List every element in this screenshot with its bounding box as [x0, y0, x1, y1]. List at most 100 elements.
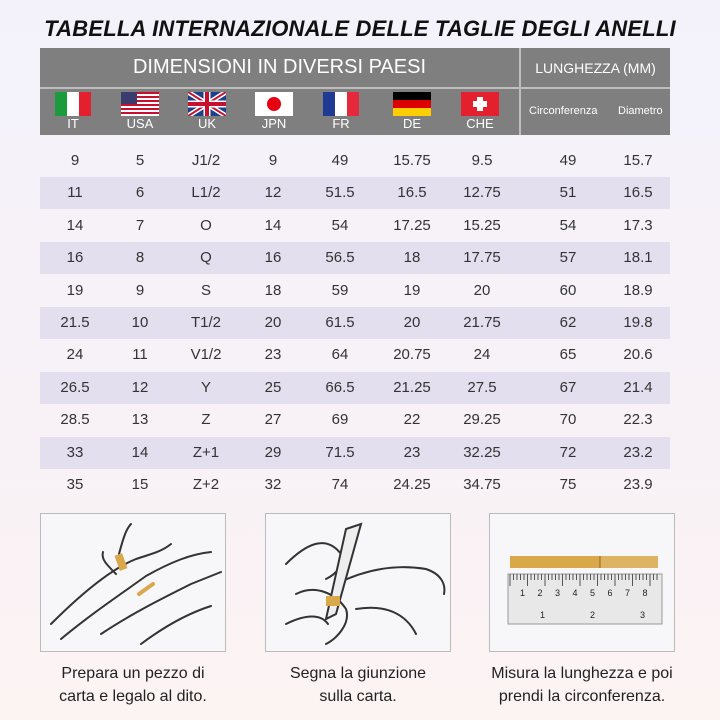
country-jpn: JPN [254, 92, 294, 134]
caption-line: Misura la lunghezza e poi [491, 665, 673, 682]
cell-it: 14 [66, 216, 84, 234]
cell-jpn: 27 [264, 411, 282, 429]
ruler-number: 1 [540, 610, 545, 620]
cell-jpn: 25 [264, 378, 282, 396]
cell-uk: Z+1 [192, 443, 220, 461]
cell-uk: Q [200, 249, 212, 267]
cell-de: 23 [403, 443, 421, 461]
ruler-number: 5 [590, 588, 595, 598]
cell-jpn: 14 [264, 216, 282, 234]
cell-uk: Y [200, 378, 211, 396]
cell-jpn: 9 [268, 152, 278, 169]
table-row: 28.5 13 Z 27 69 22 29.25 70 22.3 [40, 404, 670, 436]
cell-fr: 69 [331, 411, 349, 429]
ruler-number: 7 [625, 588, 630, 598]
cell-usa: 10 [131, 314, 149, 331]
cell-usa: 11 [132, 346, 148, 364]
cell-fr: 74 [331, 476, 349, 493]
cell-uk: V1/2 [190, 346, 222, 364]
ruler-number: 4 [573, 588, 578, 598]
cell-de: 20 [403, 314, 421, 331]
cell-de: 18 [403, 249, 421, 267]
cell-diameter: 16.5 [623, 184, 653, 202]
germany-flag-icon [393, 92, 431, 116]
cell-jpn: 29 [264, 443, 282, 461]
country-code: FR [332, 116, 350, 131]
cell-jpn: 16 [264, 249, 282, 267]
cell-diameter: 18.1 [623, 249, 653, 267]
cell-diameter: 21.4 [623, 378, 653, 396]
cell-circumference: 75 [559, 476, 577, 493]
cell-usa: 9 [135, 281, 145, 299]
ruler-number: 3 [640, 610, 645, 620]
step-3-illustration: 1 2 3 4 5 6 7 8 1 2 3 [489, 513, 675, 652]
hand-with-paper-icon [50, 523, 222, 645]
divider [40, 87, 670, 89]
cell-che: 29.25 [463, 411, 501, 429]
cell-uk: S [200, 281, 211, 299]
cell-diameter: 23.2 [623, 443, 653, 461]
country-it: IT [53, 92, 93, 134]
cell-circumference: 72 [559, 443, 577, 461]
cell-usa: 5 [135, 152, 145, 169]
cell-it: 26.5 [60, 378, 90, 396]
cell-usa: 15 [131, 476, 149, 493]
hand-marking-icon [285, 522, 446, 645]
table-row: 26.5 12 Y 25 66.5 21.25 27.5 67 21.4 [40, 371, 670, 404]
cell-de: 19 [403, 281, 421, 299]
table-row: 14 7 O 14 54 17.25 15.25 54 17.3 [40, 210, 670, 242]
country-code: IT [67, 116, 79, 131]
cell-uk: Z+2 [192, 476, 220, 493]
cell-uk: L1/2 [191, 184, 221, 202]
cell-jpn: 20 [264, 314, 282, 331]
cell-de: 20.75 [393, 346, 431, 364]
ruler-number: 8 [643, 588, 648, 598]
country-code: DE [402, 116, 422, 131]
cell-uk: J1/2 [191, 152, 221, 169]
cell-usa: 7 [135, 216, 145, 234]
cell-fr: 54 [331, 216, 349, 234]
cell-che: 24 [473, 346, 491, 364]
cell-circumference: 62 [559, 314, 577, 331]
step-3-caption: Misura la lunghezza e poi prendi la circo… [462, 662, 702, 708]
cell-de: 21.25 [393, 378, 431, 396]
caption-line: Segna la giunzione [289, 665, 427, 682]
cell-uk: T1/2 [190, 314, 221, 331]
country-code: CHE [466, 116, 494, 131]
cell-uk: O [200, 216, 212, 234]
diameter-heading: Diametro [618, 105, 663, 117]
step-1-illustration [40, 513, 226, 652]
cell-che: 9.5 [471, 152, 493, 169]
cell-usa: 8 [135, 249, 145, 267]
cell-circumference: 65 [559, 346, 577, 364]
cell-fr: 61.5 [325, 314, 355, 331]
cell-it: 21.5 [60, 314, 90, 331]
caption-line: prendi la circonferenza. [498, 688, 666, 705]
countries-heading: DIMENSIONI IN DIVERSI PAESI [132, 56, 427, 78]
country-uk: UK [187, 92, 227, 134]
ruler-number: 6 [608, 588, 613, 598]
table-row: 21.5 10 T1/2 20 61.5 20 21.75 62 19.8 [40, 307, 670, 339]
cell-circumference: 49 [559, 152, 577, 169]
cell-it: 35 [66, 476, 84, 493]
cell-diameter: 20.6 [623, 346, 653, 364]
cell-circumference: 54 [559, 216, 577, 234]
cell-it: 24 [66, 346, 84, 364]
cell-che: 32.25 [463, 443, 501, 461]
cell-che: 20 [473, 281, 491, 299]
ruler-number: 2 [538, 588, 543, 598]
country-de: DE [392, 92, 432, 134]
cell-de: 24.25 [393, 476, 431, 493]
cell-it: 16 [66, 249, 84, 267]
cell-che: 34.75 [463, 476, 501, 493]
cell-jpn: 32 [264, 476, 282, 493]
table-row: 11 6 L1/2 12 51.5 16.5 12.75 51 16.5 [40, 177, 670, 210]
cell-uk: Z [201, 411, 211, 429]
length-heading: LUNGHEZZA (MM) [535, 59, 656, 76]
cell-usa: 13 [131, 411, 149, 429]
cell-jpn: 18 [264, 281, 282, 299]
country-code: JPN [261, 116, 287, 131]
country-code: USA [126, 116, 154, 131]
cell-che: 21.75 [463, 314, 501, 331]
step-2-illustration [265, 513, 451, 652]
